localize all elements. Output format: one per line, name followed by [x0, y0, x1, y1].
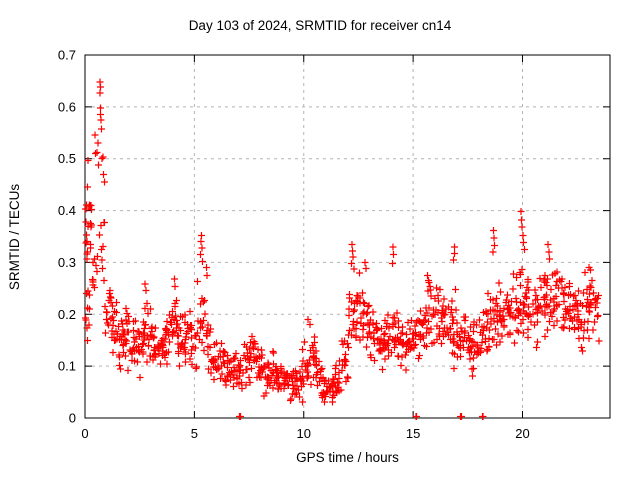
- x-axis-label: GPS time / hours: [296, 450, 399, 465]
- y-tick-label: 0.6: [58, 99, 76, 114]
- x-tick-label: 15: [406, 426, 420, 441]
- x-tick-label: 10: [297, 426, 311, 441]
- x-tick-label: 20: [515, 426, 529, 441]
- y-tick-label: 0.1: [58, 359, 76, 374]
- y-tick-label: 0.3: [58, 255, 76, 270]
- y-tick-label: 0.7: [58, 48, 76, 63]
- y-tick-label: 0.2: [58, 307, 76, 322]
- y-tick-label: 0.4: [58, 203, 76, 218]
- chart-title: Day 103 of 2024, SRMTID for receiver cn1…: [188, 18, 452, 33]
- scatter-points: [82, 78, 603, 420]
- x-tick-label: 0: [81, 426, 88, 441]
- plot-border: [84, 54, 611, 419]
- y-tick-label: 0: [69, 411, 76, 426]
- y-tick-label: 0.5: [58, 151, 76, 166]
- x-tick-label: 5: [191, 426, 198, 441]
